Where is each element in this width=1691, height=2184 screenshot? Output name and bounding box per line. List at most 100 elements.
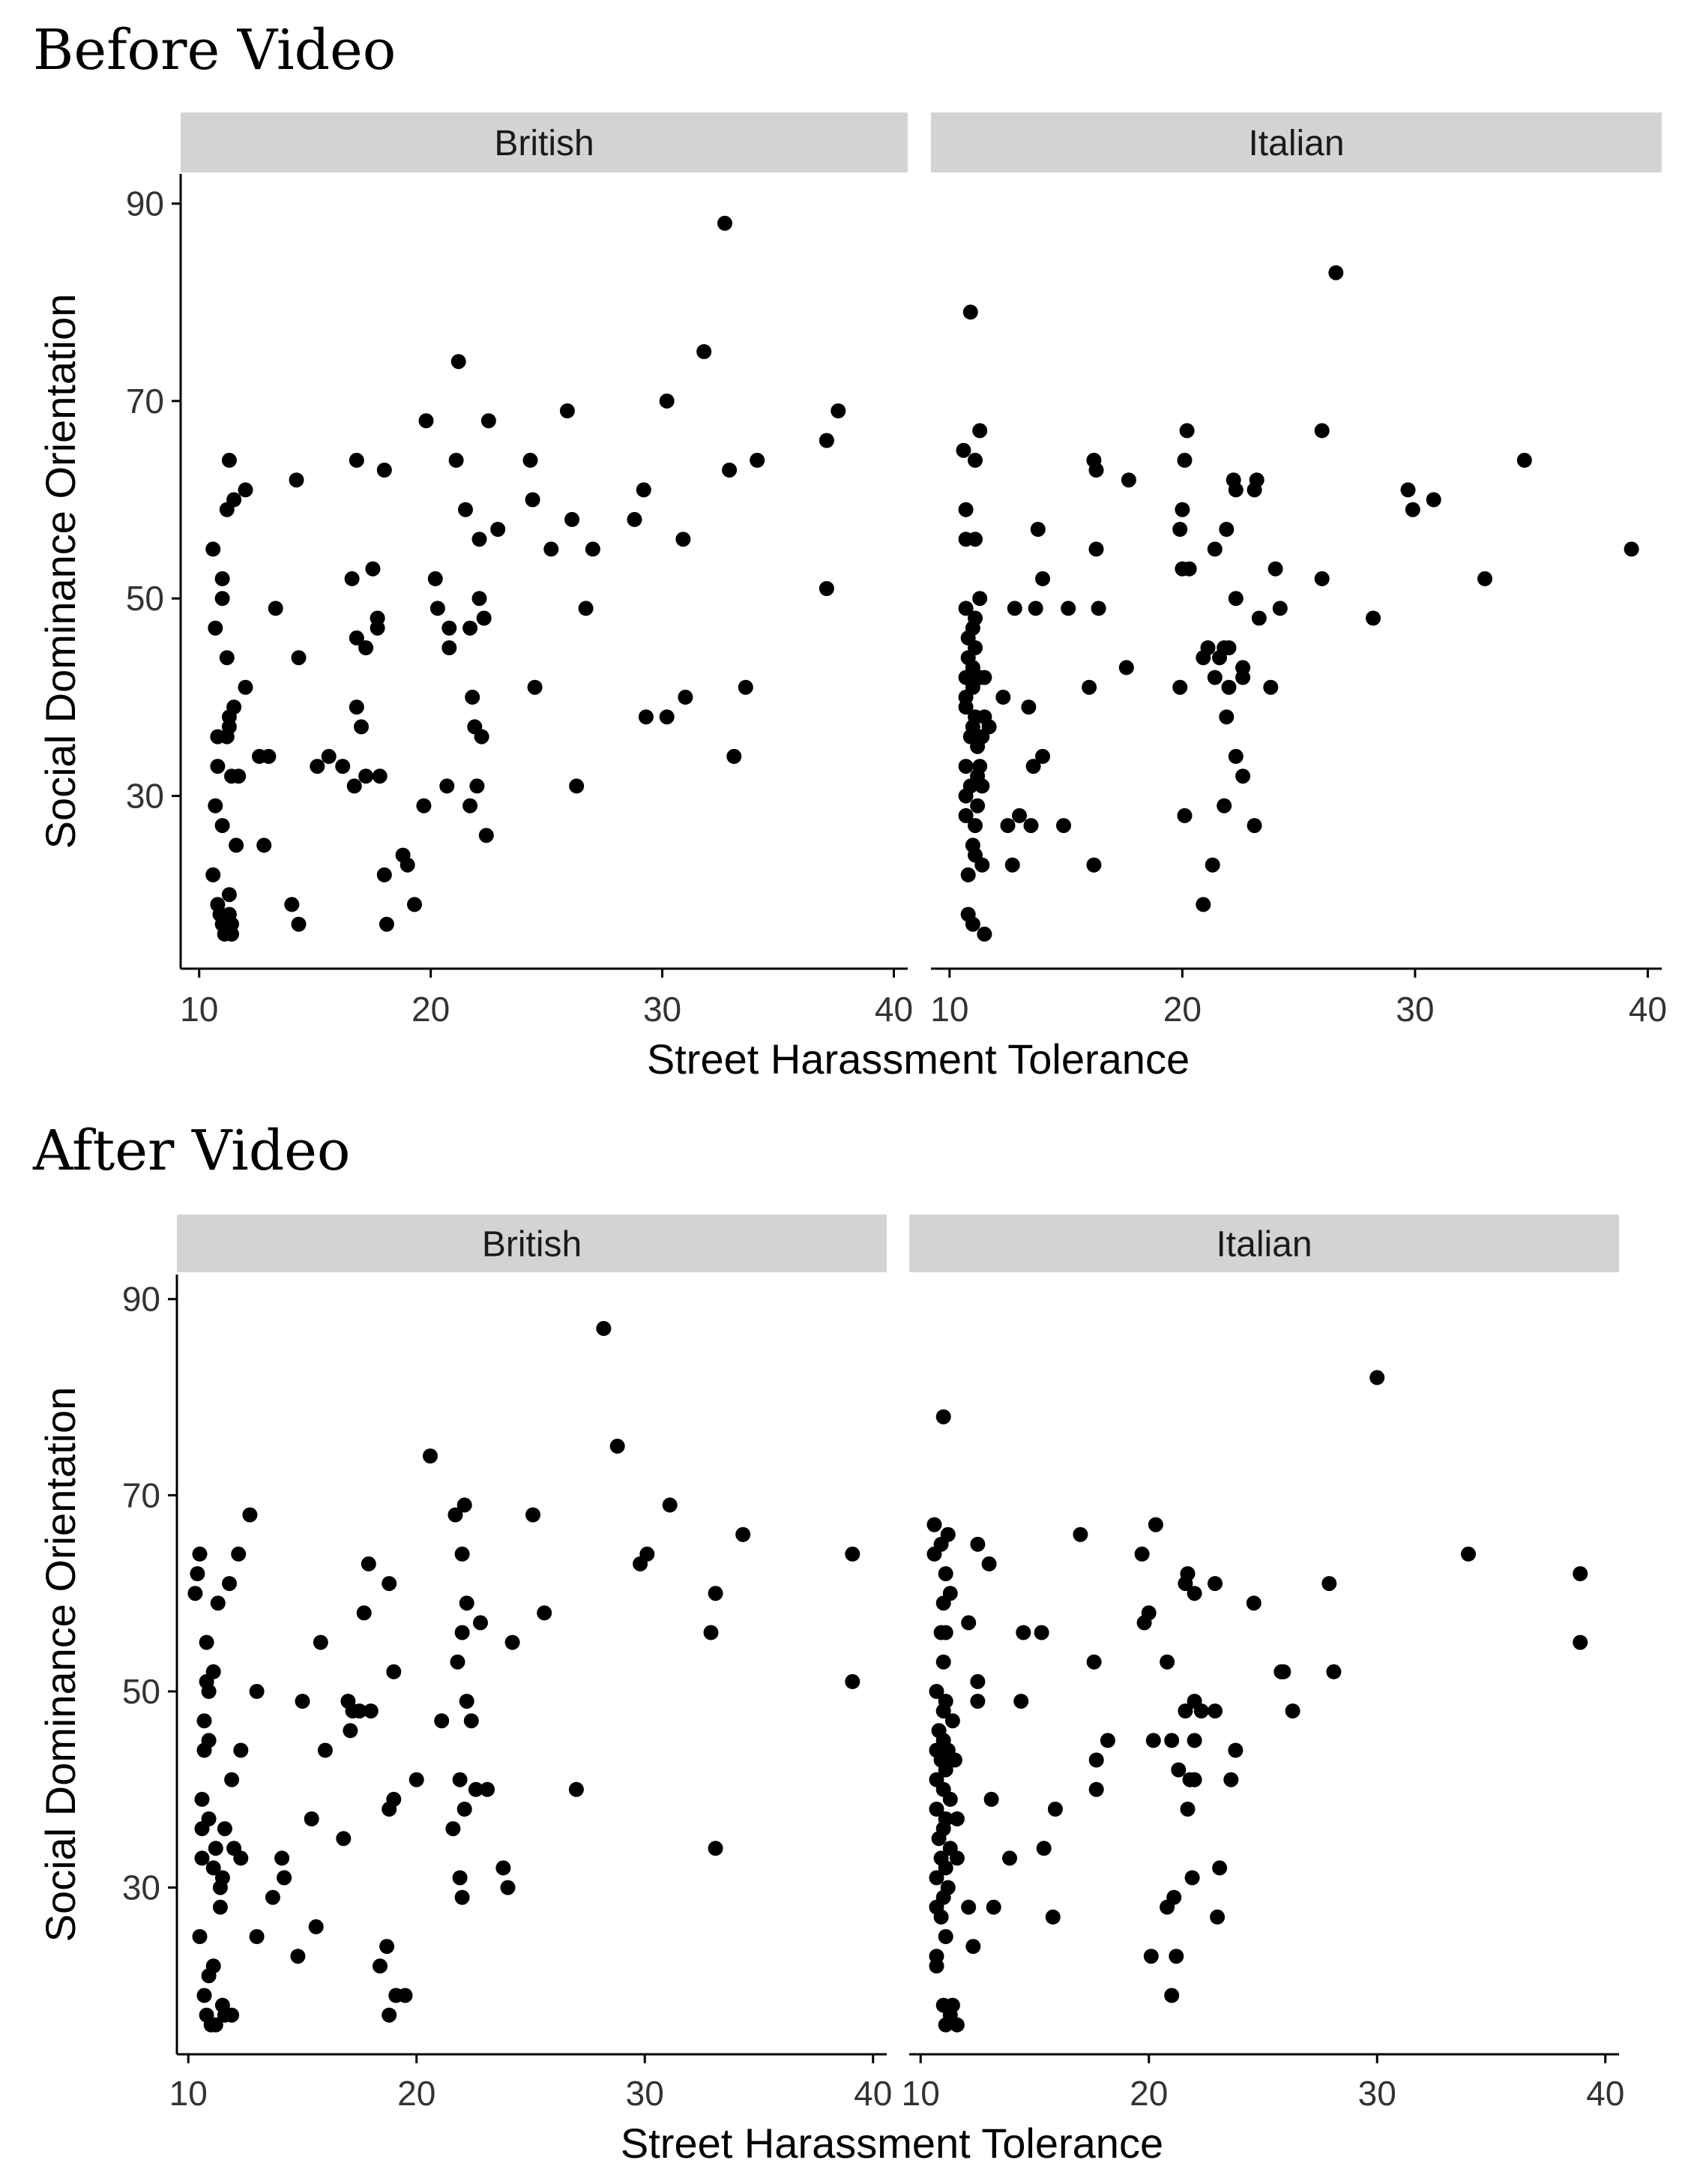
x-tick-label: 10 [930,990,968,1029]
data-point [1366,610,1381,626]
data-point [205,1860,221,1876]
data-point [708,1841,723,1856]
data-point [217,1821,232,1837]
data-point [929,1870,944,1886]
data-point [609,1438,625,1454]
data-point [1141,1605,1157,1621]
data-point [970,1673,986,1689]
data-point [522,452,538,468]
data-point [1013,1694,1029,1709]
data-point [845,1546,860,1562]
data-point [1171,1762,1187,1778]
data-point [970,1694,986,1709]
data-point [1178,1703,1193,1719]
data-point [662,1497,678,1513]
data-point [1164,1988,1180,2003]
data-point [965,1939,981,1955]
data-point [968,610,983,626]
data-point [476,610,492,626]
data-point [208,798,223,813]
data-point [659,709,675,725]
data-point [935,1654,951,1670]
data-point [454,1546,470,1562]
data-point [224,926,239,942]
data-point [986,1899,1001,1915]
data-point [968,640,983,655]
x-tick-label: 10 [169,2074,208,2113]
data-point [201,1811,217,1826]
data-point [219,650,235,666]
data-point [1228,482,1244,498]
data-point [409,1772,424,1787]
data-point [940,1880,956,1895]
data-point [543,541,559,557]
x-axis-title: Street Harassment Tolerance [647,1035,1190,1083]
data-point [675,532,691,547]
chart-after-video: After Video British 10 20 30 40 30 50 70 90 Italia… [32,1119,1624,2167]
chart-title: After Video [32,1119,350,1183]
data-point [439,778,455,794]
data-point [1251,610,1267,626]
data-point [450,354,466,370]
data-point [469,778,485,794]
data-point [1207,670,1223,685]
data-point [434,1713,450,1729]
data-point [1166,1889,1182,1905]
data-point [363,1703,379,1719]
data-point [947,1752,962,1768]
data-point [958,502,974,517]
data-point [210,1595,226,1611]
data-point [242,1507,258,1523]
data-point [290,1949,306,1964]
data-point [750,452,765,468]
y-tick-label: 90 [122,1280,160,1319]
data-point [238,482,253,498]
x-tick-label: 40 [1586,2074,1624,2113]
data-point [958,807,974,823]
data-point [929,1684,944,1699]
data-point [397,1988,413,2003]
x-tick-label: 20 [1130,2074,1168,2113]
x-tick-label: 30 [1396,990,1434,1029]
data-point [208,620,223,636]
data-point [1573,1566,1588,1581]
data-point [356,1605,372,1621]
data-point [1088,1752,1104,1768]
data-point [1004,857,1020,873]
data-point [1025,759,1041,774]
data-point [1030,522,1046,537]
chart-title: Before Video [33,18,396,82]
x-tick-label: 20 [397,2074,435,2113]
data-point [968,532,983,547]
data-point [1143,1949,1159,1964]
data-point [454,1625,470,1640]
x-tick-label: 10 [902,2074,940,2113]
data-point [474,729,489,744]
panel-italian: Italian 10 20 30 40 [930,112,1667,1029]
data-point [983,1791,999,1807]
data-point [1034,1625,1049,1640]
data-point [194,1850,210,1866]
y-axis-title: Social Dominance Orientation [37,1387,84,1943]
data-point [726,748,742,764]
data-point [1328,265,1344,280]
data-point [423,1449,438,1463]
data-point [1036,1841,1052,1856]
data-point [977,926,992,942]
data-point [1180,1566,1196,1581]
data-point [343,1723,358,1739]
data-point [274,1850,290,1866]
data-point [564,511,580,527]
data-point [1047,1802,1063,1817]
data-point [1007,601,1022,616]
facet-strip [909,1215,1619,1272]
data-point [221,452,237,468]
data-point [722,463,738,478]
data-point [429,601,445,616]
data-point [1181,561,1197,577]
data-point [1160,1654,1175,1670]
data-point [1228,1742,1244,1758]
data-point [527,679,543,695]
data-point [249,1684,265,1699]
data-point [1184,1870,1200,1886]
